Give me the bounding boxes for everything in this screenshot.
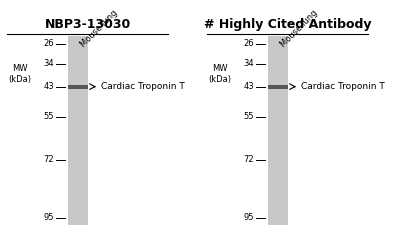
Bar bbox=[68, 85, 88, 88]
Text: Cardiac Troponin T: Cardiac Troponin T bbox=[301, 82, 384, 91]
Text: MW
(kDa): MW (kDa) bbox=[8, 64, 32, 84]
Text: 43: 43 bbox=[43, 82, 54, 91]
Text: 95: 95 bbox=[44, 213, 54, 222]
Text: Mouse lung: Mouse lung bbox=[278, 8, 319, 49]
Text: 55: 55 bbox=[44, 112, 54, 122]
Title: # Highly Cited Antibody: # Highly Cited Antibody bbox=[204, 18, 372, 31]
Text: 55: 55 bbox=[244, 112, 254, 122]
Title: NBP3-13030: NBP3-13030 bbox=[45, 18, 131, 31]
Text: MW
(kDa): MW (kDa) bbox=[208, 64, 232, 84]
Text: 43: 43 bbox=[243, 82, 254, 91]
Bar bbox=[68, 36, 88, 226]
Text: 34: 34 bbox=[43, 60, 54, 68]
Bar bbox=[268, 85, 288, 88]
Text: 26: 26 bbox=[243, 39, 254, 48]
Text: 95: 95 bbox=[244, 213, 254, 222]
Text: 26: 26 bbox=[43, 39, 54, 48]
Text: Mouse lung: Mouse lung bbox=[78, 8, 119, 49]
Text: 72: 72 bbox=[243, 155, 254, 164]
Bar bbox=[268, 36, 288, 226]
Text: 34: 34 bbox=[243, 60, 254, 68]
Text: 72: 72 bbox=[43, 155, 54, 164]
Text: Cardiac Troponin T: Cardiac Troponin T bbox=[101, 82, 184, 91]
